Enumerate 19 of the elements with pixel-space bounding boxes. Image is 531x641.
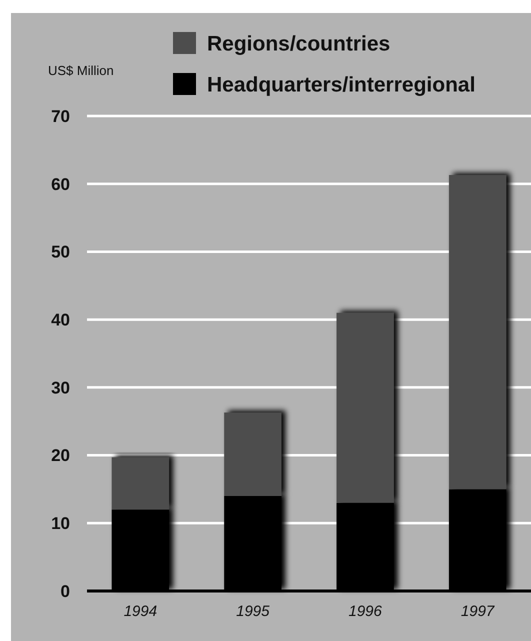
y-tick-label: 70 <box>51 106 70 126</box>
legend-label: Headquarters/interregional <box>207 73 476 96</box>
x-tick-label: 1995 <box>236 603 270 620</box>
bar <box>224 412 282 496</box>
y-tick-label: 0 <box>60 582 70 601</box>
bar <box>336 312 394 503</box>
y-tick-label: 40 <box>51 310 70 330</box>
legend-label: Regions/countries <box>207 32 390 56</box>
y-tick-label: 50 <box>51 242 70 262</box>
y-tick-label: 20 <box>51 446 70 466</box>
y-tick-label: 30 <box>51 378 70 398</box>
y-tick-label: 10 <box>51 514 70 534</box>
bar <box>448 175 506 490</box>
x-tick-label: 1996 <box>348 603 383 620</box>
y-tick-label: 60 <box>51 174 70 194</box>
x-tick-label: 1997 <box>460 603 495 620</box>
x-tick-label: 1994 <box>124 603 158 620</box>
y-axis-title: US$ Million <box>48 63 114 78</box>
bar <box>112 457 170 510</box>
